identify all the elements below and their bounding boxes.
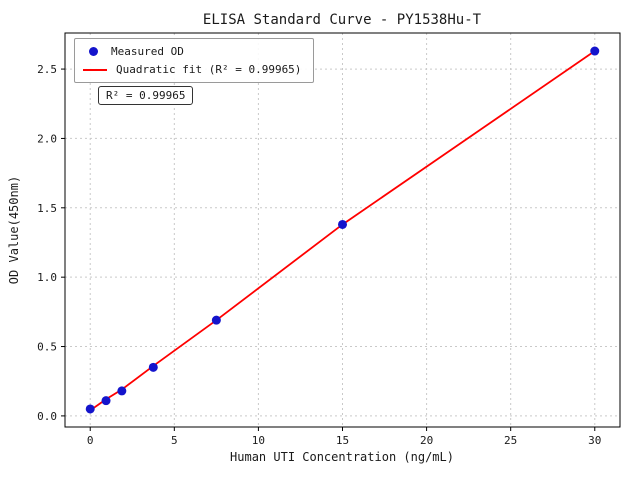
x-axis-label: Human UTI Concentration (ng/mL) bbox=[230, 450, 454, 464]
legend-item-measured-od: Measured OD bbox=[83, 45, 301, 58]
y-tick-label: 0.5 bbox=[37, 341, 57, 354]
axes-layer: 0 5 10 15 20 25 30 0.0 0.5 1.0 1.5 2.0 2.5 bbox=[37, 32, 621, 447]
data-point bbox=[590, 46, 600, 56]
y-tick-label: 1.5 bbox=[37, 202, 57, 215]
y-tick-label: 2.0 bbox=[37, 132, 57, 145]
data-point bbox=[117, 386, 127, 396]
chart-title: ELISA Standard Curve - PY1538Hu-T bbox=[203, 12, 482, 28]
legend-label-measured-od: Measured OD bbox=[111, 45, 184, 58]
x-tick-label: 20 bbox=[420, 434, 433, 447]
x-tick-label: 10 bbox=[252, 434, 265, 447]
legend-item-quadratic-fit: Quadratic fit (R² = 0.99965) bbox=[83, 63, 301, 76]
data-point bbox=[338, 219, 347, 229]
y-tick-label: 2.5 bbox=[37, 63, 57, 76]
series-layer bbox=[85, 46, 600, 414]
y-tick-label: 1.0 bbox=[37, 271, 57, 284]
x-tick-label: 30 bbox=[588, 434, 601, 447]
data-point bbox=[148, 362, 158, 372]
y-axis-label: OD Value(450nm) bbox=[7, 176, 21, 284]
x-tick-label: 5 bbox=[171, 434, 178, 447]
data-point bbox=[85, 404, 95, 414]
r-squared-annotation: R² = 0.99965 bbox=[98, 86, 194, 105]
legend-label-quadratic-fit: Quadratic fit (R² = 0.99965) bbox=[116, 63, 302, 76]
legend: Measured OD Quadratic fit (R² = 0.99965) bbox=[74, 38, 315, 83]
line-marker-icon bbox=[83, 68, 107, 71]
data-point bbox=[211, 315, 221, 325]
x-tick-label: 25 bbox=[504, 434, 517, 447]
x-tick-label: 15 bbox=[336, 434, 349, 447]
scatter-marker-icon bbox=[89, 47, 98, 56]
data-point bbox=[101, 396, 111, 406]
y-tick-label: 0.0 bbox=[37, 410, 57, 423]
x-tick-label: 0 bbox=[87, 434, 94, 447]
plot-border bbox=[64, 32, 621, 428]
